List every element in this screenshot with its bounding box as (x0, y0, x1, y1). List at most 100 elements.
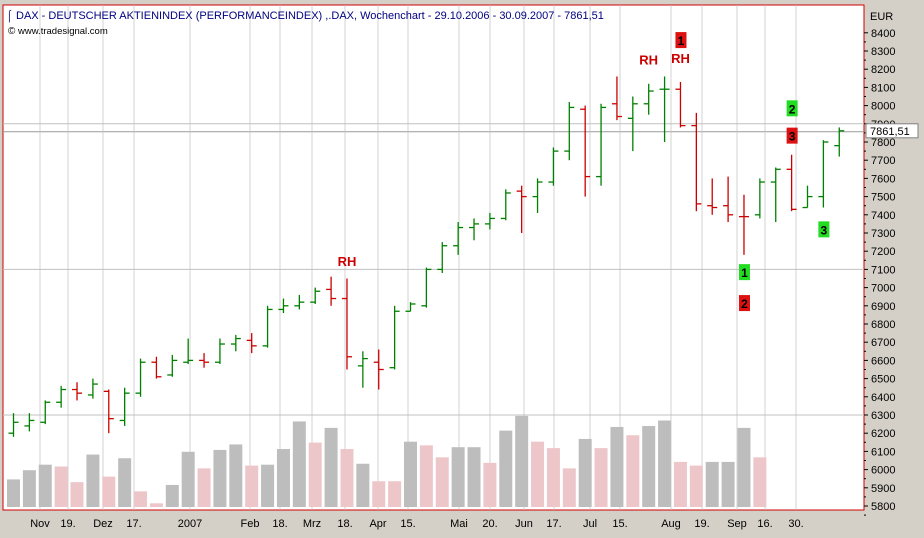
y-tick-label: 7200 (871, 246, 895, 258)
ohlc-bar (246, 333, 257, 354)
volume-bar (483, 462, 497, 507)
red-marker-box: 3 (786, 127, 798, 144)
ohlc-bar (691, 112, 702, 212)
ohlc-bar (72, 382, 83, 401)
y-tick-label: 8400 (871, 28, 895, 40)
red-marker-box: 1 (675, 32, 687, 49)
y-tick-label: 7700 (871, 155, 895, 167)
volume-bar (134, 491, 148, 507)
title-icon: ⌠ (6, 10, 13, 23)
marker-box-label: 3 (789, 130, 796, 144)
x-tick-label: 17. (126, 518, 141, 530)
x-tick-label: 18. (337, 518, 352, 530)
rh-label: RH (338, 254, 357, 269)
x-tick-label: 17. (546, 518, 561, 530)
volume-bar (7, 479, 20, 507)
y-tick-label: 7300 (871, 228, 895, 240)
ohlc-bar (627, 96, 638, 152)
volume-bar (673, 461, 687, 507)
volume-bar (102, 476, 116, 507)
volume-bar (356, 463, 370, 507)
ohlc-bar (453, 222, 464, 255)
y-tick-label: 7100 (871, 264, 895, 276)
volume-bar (38, 464, 52, 507)
volume-bar (737, 427, 751, 507)
marker-box-bg (818, 221, 830, 238)
volume-bar (467, 447, 481, 507)
y-tick-label: 7000 (871, 283, 895, 295)
volume-bar (705, 461, 719, 507)
volume-bar (388, 481, 402, 507)
y-tick-label: 6400 (871, 392, 895, 404)
y-tick-label: 7800 (871, 137, 895, 149)
y-tick-label: 6700 (871, 337, 895, 349)
ohlc-bar (516, 185, 527, 233)
volume-bar (292, 421, 306, 507)
x-tick-label: Feb (241, 518, 260, 530)
rh-label: RH (671, 51, 690, 66)
y-tick-label: 8300 (871, 46, 895, 58)
x-tick-label: Mrz (303, 518, 321, 530)
ohlc-bar (738, 194, 749, 255)
x-tick-label: 30. (788, 518, 803, 530)
volume-bar (165, 484, 179, 507)
ohlc-bar (199, 353, 210, 368)
volume-bar (197, 468, 211, 507)
y-tick-label: 7600 (871, 173, 895, 185)
y-tick-label: 6800 (871, 319, 895, 331)
ohlc-bar (643, 83, 654, 115)
x-tick-label: 20. (482, 518, 497, 530)
ohlc-bar (262, 305, 273, 348)
ohlc-bar (834, 127, 845, 157)
volume-bar (658, 420, 672, 507)
ohlc-bar (119, 387, 130, 426)
x-tick-label: 15. (612, 518, 627, 530)
x-tick-label: 19. (60, 518, 75, 530)
volume-bar (721, 461, 735, 507)
volume-bar (261, 464, 275, 507)
ohlc-bar (40, 400, 51, 425)
ohlc-bar (341, 278, 352, 370)
y-tick-label: 6300 (871, 410, 895, 422)
ohlc-bar (214, 338, 225, 365)
x-tick-label: Aug (661, 518, 681, 530)
annotations: RH RH RH 1 1 2 2 3 3 (338, 32, 830, 312)
y-axis: 5800 5900 6000 6100 6200 6300 6400 6500 6600 6700… (864, 28, 919, 516)
volume-bar (419, 445, 433, 507)
y-tick-label: 6900 (871, 301, 895, 313)
ohlc-bar (8, 413, 19, 437)
ohlc-bar (659, 76, 670, 142)
y-tick-label: 8100 (871, 82, 895, 94)
ohlc-bar (723, 176, 734, 223)
ohlc-bar (151, 356, 162, 379)
ohlc-bar (596, 103, 607, 186)
volume-bar (70, 482, 84, 507)
rh-label: RH (639, 53, 658, 68)
volume-bar (276, 449, 290, 507)
marker-box-bg (738, 264, 750, 281)
ohlc-bar (754, 178, 765, 219)
volume-bar (451, 447, 465, 507)
plot-area (2, 4, 865, 511)
green-marker-box: 2 (786, 100, 798, 117)
ohlc-bar (580, 105, 591, 197)
volume-bar (753, 457, 767, 507)
x-tick-label: Jul (583, 518, 597, 530)
ohlc-bar (389, 305, 400, 370)
volume-bar (404, 441, 417, 507)
volume-bar (149, 503, 163, 507)
volume-bar (54, 466, 68, 507)
ohlc-bar (802, 185, 813, 209)
marker-box-bg (738, 295, 750, 312)
currency-label: EUR (870, 11, 893, 23)
y-tick-label: 6100 (871, 446, 895, 458)
ohlc-bar (326, 276, 337, 306)
x-tick-label: 16. (757, 518, 772, 530)
ohlc-bar (484, 212, 495, 230)
volume-bar (626, 435, 640, 507)
last-price-label: 7861,51 (870, 126, 910, 138)
volume-bar (531, 441, 545, 507)
ohlc-bar (56, 385, 67, 408)
